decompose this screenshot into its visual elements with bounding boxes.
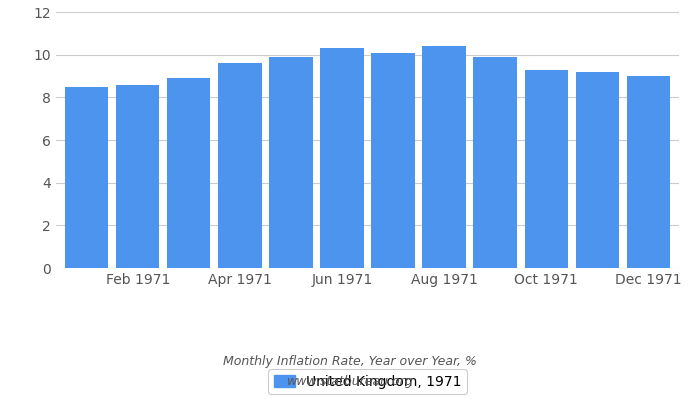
Bar: [575, 72, 619, 268]
Legend: United Kingdom, 1971: United Kingdom, 1971: [268, 369, 467, 394]
Bar: [218, 63, 262, 268]
Text: Monthly Inflation Rate, Year over Year, %: Monthly Inflation Rate, Year over Year, …: [223, 356, 477, 368]
Text: www.statbureau.org: www.statbureau.org: [287, 376, 413, 388]
Bar: [371, 52, 414, 268]
Bar: [524, 70, 568, 268]
Bar: [167, 78, 211, 268]
Bar: [422, 46, 466, 268]
Bar: [321, 48, 364, 268]
Bar: [65, 87, 108, 268]
Bar: [116, 84, 160, 268]
Bar: [626, 76, 670, 268]
Bar: [270, 57, 313, 268]
Bar: [473, 57, 517, 268]
